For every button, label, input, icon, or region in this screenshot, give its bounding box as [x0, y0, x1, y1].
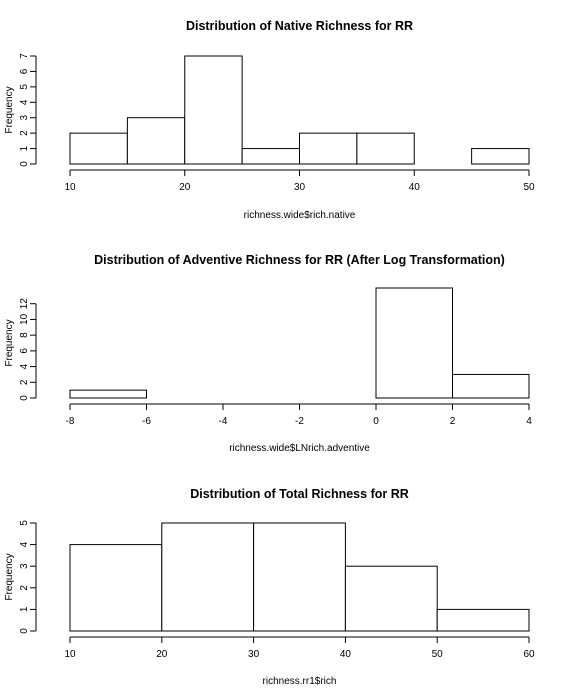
- hist3-x-tick-label: 50: [432, 649, 444, 660]
- hist3-bar: [69, 544, 163, 632]
- hist1-y-tick-label: 2: [19, 130, 30, 136]
- hist1-bar: [69, 132, 128, 165]
- hist2-y-tick-label: 2: [19, 379, 30, 385]
- hist1-y-tick-label: 7: [19, 53, 30, 59]
- hist3-y-tick-label: 5: [19, 520, 30, 526]
- hist1-x-axis-label: richness.wide$rich.native: [244, 210, 356, 221]
- hist1-bar: [299, 132, 358, 165]
- hist2-y-tick-label: 8: [19, 332, 30, 338]
- hist3-bar: [161, 522, 255, 632]
- hist3-y-axis-label: Frequency: [4, 553, 15, 600]
- hist2-y-tick-label: 4: [19, 363, 30, 369]
- hist2-y-axis-label: Frequency: [4, 319, 15, 366]
- hist2-x-tick-label: -6: [142, 416, 151, 427]
- hist2-bar: [69, 389, 147, 399]
- hist2-y-tick-label: 12: [19, 298, 30, 310]
- hist1-x-tick-label: 20: [179, 182, 191, 193]
- hist3-bar: [253, 522, 346, 632]
- hist3-x-tick-label: 10: [64, 649, 76, 660]
- hist1-y-tick-label: 0: [19, 161, 30, 167]
- hist3-y-tick-label: 0: [19, 628, 30, 634]
- hist1-x-tick-label: 10: [64, 182, 76, 193]
- hist3-bar: [436, 608, 530, 632]
- hist2-y-tick-label: 0: [19, 395, 30, 401]
- hist2-x-tick-label: 2: [450, 416, 456, 427]
- hist1-y-axis-label: Frequency: [4, 86, 15, 133]
- hist3-x-axis-label: richness.rr1$rich: [263, 676, 337, 687]
- hist1-y-tick-label: 1: [19, 145, 30, 151]
- hist1-y-tick-label: 6: [19, 68, 30, 74]
- hist2-y-tick-label: 10: [19, 313, 30, 325]
- hist1-x-tick-label: 40: [409, 182, 421, 193]
- hist2-x-tick-label: -8: [66, 416, 75, 427]
- hist1-bar: [356, 132, 415, 165]
- hist1-x-tick-label: 50: [523, 182, 535, 193]
- hist3-y-tick-label: 3: [19, 563, 30, 569]
- hist2-x-tick-label: -2: [295, 416, 304, 427]
- hist2-y-tick-label: 6: [19, 348, 30, 354]
- hist2-x-axis-label: richness.wide$LNrich.adventive: [229, 443, 370, 454]
- hist3-title: Distribution of Total Richness for RR: [190, 487, 409, 501]
- hist1-y-tick-label: 5: [19, 84, 30, 90]
- hist1-bar: [126, 117, 186, 165]
- hist2-x-tick-label: 0: [373, 416, 379, 427]
- hist1-y-tick-label: 4: [19, 99, 30, 105]
- hist3-x-tick-label: 30: [248, 649, 260, 660]
- hist2-x-tick-label: 4: [526, 416, 532, 427]
- hist1-title: Distribution of Native Richness for RR: [186, 19, 413, 33]
- hist1-y-tick-label: 3: [19, 114, 30, 120]
- hist3-x-tick-label: 40: [340, 649, 352, 660]
- hist1-bar: [241, 148, 300, 165]
- hist1-bar: [184, 55, 243, 165]
- hist3-bar: [344, 565, 438, 632]
- hist3-y-tick-label: 2: [19, 585, 30, 591]
- hist2-bar: [375, 287, 453, 399]
- hist1-x-tick-label: 30: [294, 182, 306, 193]
- hist2-x-tick-label: -4: [219, 416, 228, 427]
- hist2-title: Distribution of Adventive Richness for R…: [94, 253, 505, 267]
- hist3-x-tick-label: 20: [156, 649, 168, 660]
- hist3-y-tick-label: 1: [19, 606, 30, 612]
- hist3-y-tick-label: 4: [19, 541, 30, 547]
- hist2-bar: [452, 373, 530, 399]
- hist1-bar: [471, 148, 530, 165]
- hist3-x-tick-label: 60: [523, 649, 535, 660]
